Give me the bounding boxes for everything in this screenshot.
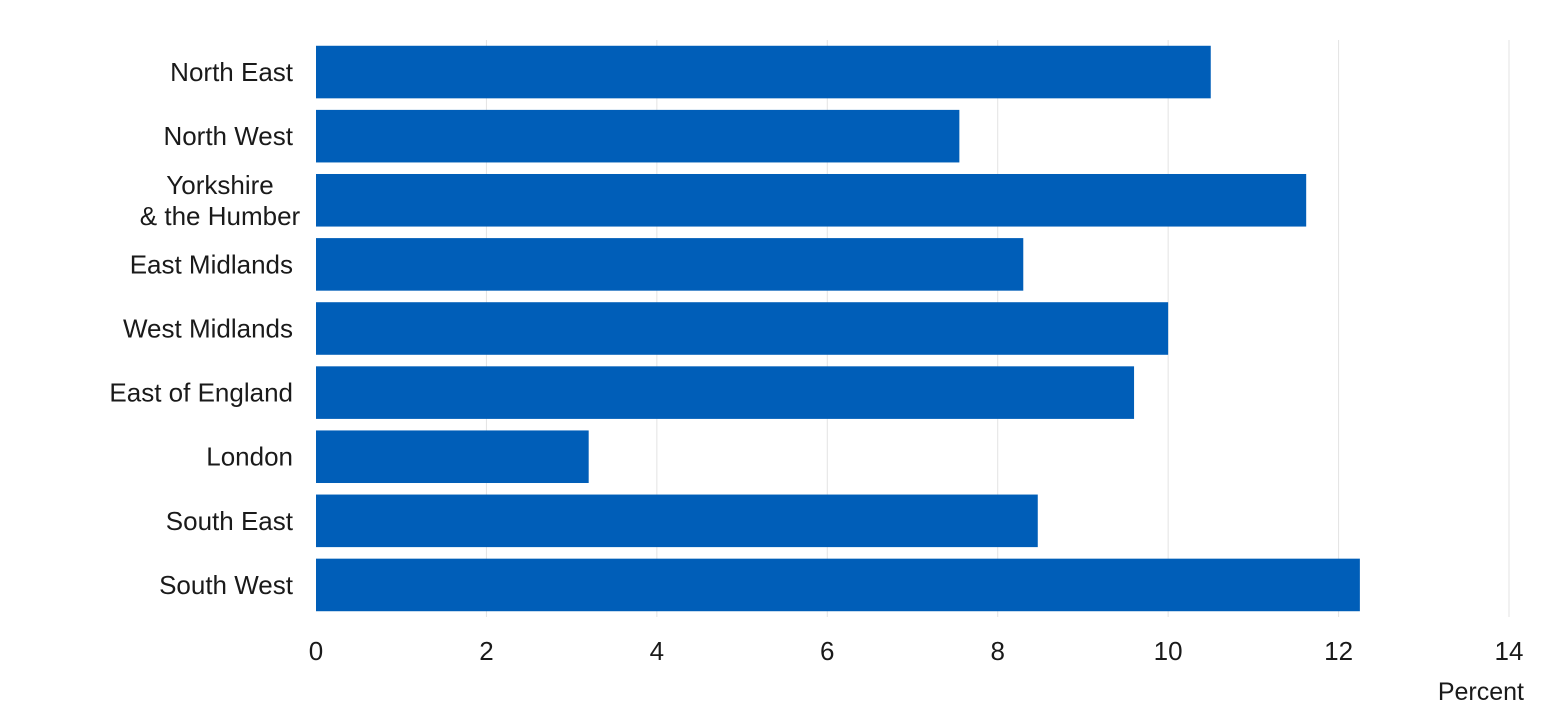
x-tick-label: 12 [1324, 636, 1353, 666]
category-label-line: East of England [109, 378, 293, 408]
x-tick-label: 4 [650, 636, 664, 666]
x-axis-title: Percent [1438, 678, 1524, 706]
category-label-line: West Midlands [123, 314, 293, 344]
bars [316, 45, 1360, 612]
category-label-line: London [206, 442, 293, 472]
bar [316, 430, 589, 484]
x-tick-label: 6 [820, 636, 834, 666]
bar [316, 109, 960, 163]
category-label-line: South East [166, 506, 294, 536]
category-label: London [206, 442, 293, 472]
x-tick-label: 0 [309, 636, 323, 666]
category-label-line: North East [170, 57, 294, 87]
x-tick-label: 10 [1154, 636, 1183, 666]
category-label: East Midlands [130, 249, 293, 279]
bar [316, 366, 1135, 419]
category-label: Yorkshire & the Humber [140, 170, 301, 231]
category-label: East of England [109, 378, 293, 408]
bar [316, 302, 1169, 355]
category-label: South West [159, 570, 294, 600]
category-label: West Midlands [123, 314, 293, 344]
bar [316, 238, 1024, 291]
category-label: North West [163, 121, 293, 151]
category-label-line: South West [159, 570, 294, 600]
x-tick-label: 14 [1495, 636, 1524, 666]
bar [316, 173, 1307, 227]
bar [316, 558, 1360, 612]
bar [316, 45, 1211, 99]
x-tick-labels: 0 2 4 6 8 10 12 14 [309, 636, 1524, 666]
category-labels: North East North West Yorkshire & the Humbe… [109, 57, 300, 600]
x-tick-label: 8 [990, 636, 1004, 666]
category-label-line: & the Humber [140, 201, 301, 231]
category-label-line: North West [163, 121, 293, 151]
category-label-line: Yorkshire [166, 170, 273, 200]
category-label: North East [170, 57, 294, 87]
category-label: South East [166, 506, 294, 536]
bar [316, 494, 1038, 548]
x-tick-label: 2 [479, 636, 493, 666]
category-label-line: East Midlands [130, 249, 293, 279]
